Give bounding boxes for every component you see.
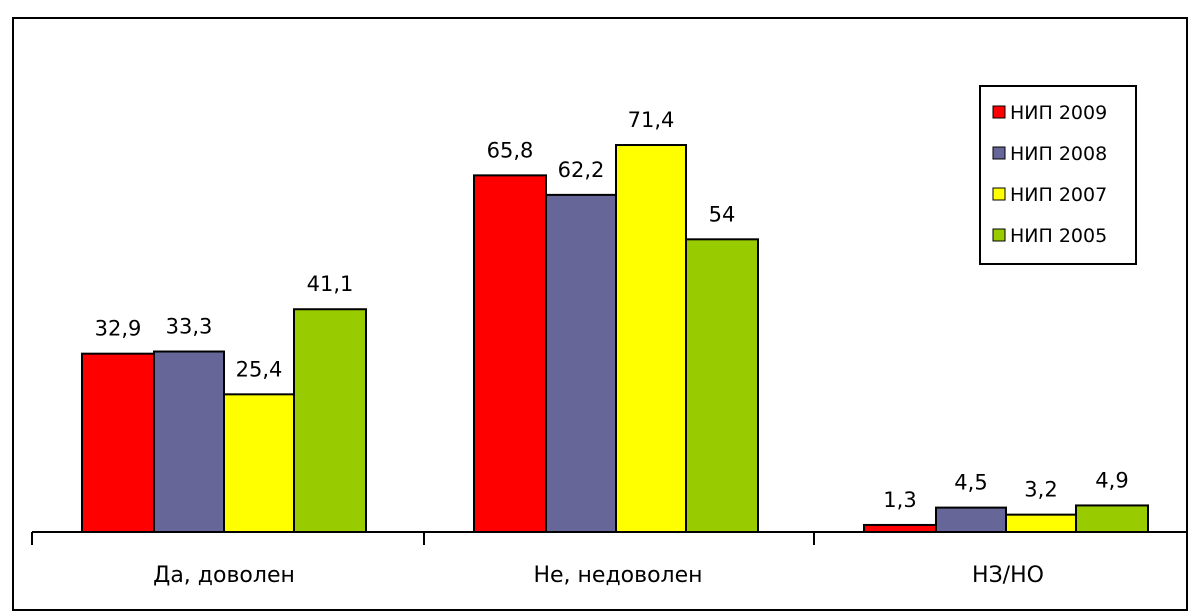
data-label: 62,2 bbox=[558, 158, 605, 182]
legend-label: НИП 2005 bbox=[1010, 225, 1107, 247]
bar bbox=[1075, 504, 1149, 533]
category-label: Да, доволен bbox=[153, 563, 295, 588]
bar bbox=[293, 308, 367, 533]
data-label: 33,3 bbox=[166, 315, 213, 339]
data-label: 54 bbox=[709, 202, 736, 226]
bar bbox=[81, 352, 155, 533]
bars-layer bbox=[81, 144, 1149, 534]
bar bbox=[615, 144, 687, 533]
legend-label: НИП 2007 bbox=[1010, 184, 1107, 206]
bar bbox=[935, 506, 1007, 533]
legend-swatch bbox=[992, 228, 1006, 242]
legend: НИП 2009 НИП 2008 НИП 2007 НИП 2005 bbox=[979, 85, 1137, 265]
bar bbox=[153, 350, 225, 533]
bar bbox=[223, 393, 295, 533]
legend-swatch bbox=[992, 187, 1006, 201]
data-label: 65,8 bbox=[487, 138, 534, 162]
data-label: 25,4 bbox=[236, 357, 283, 381]
data-labels-layer: 32,9 33,3 25,4 41,1 65,8 62,2 71,4 54 1,3 4,5 3,2 4… bbox=[95, 108, 1129, 512]
legend-box bbox=[979, 85, 1137, 265]
data-label: 1,3 bbox=[883, 488, 916, 512]
legend-swatch bbox=[992, 146, 1006, 160]
category-label: Не, недоволен bbox=[533, 563, 702, 588]
bar bbox=[473, 174, 547, 533]
bar bbox=[685, 238, 759, 533]
data-label: 71,4 bbox=[628, 108, 675, 132]
data-label: 41,1 bbox=[307, 272, 354, 296]
data-label: 32,9 bbox=[95, 317, 142, 341]
data-label: 3,2 bbox=[1024, 478, 1057, 502]
data-label: 4,9 bbox=[1095, 468, 1128, 492]
bar bbox=[863, 523, 937, 533]
data-label: 4,5 bbox=[954, 471, 987, 495]
category-label: НЗ/НО bbox=[972, 563, 1044, 588]
bar bbox=[545, 193, 617, 533]
bar bbox=[1005, 513, 1077, 534]
legend-label: НИП 2009 bbox=[1010, 102, 1107, 124]
x-axis: Да, доволен Не, недоволен НЗ/НО bbox=[31, 531, 1188, 588]
legend-label: НИП 2008 bbox=[1010, 143, 1107, 165]
legend-swatch bbox=[992, 105, 1006, 119]
